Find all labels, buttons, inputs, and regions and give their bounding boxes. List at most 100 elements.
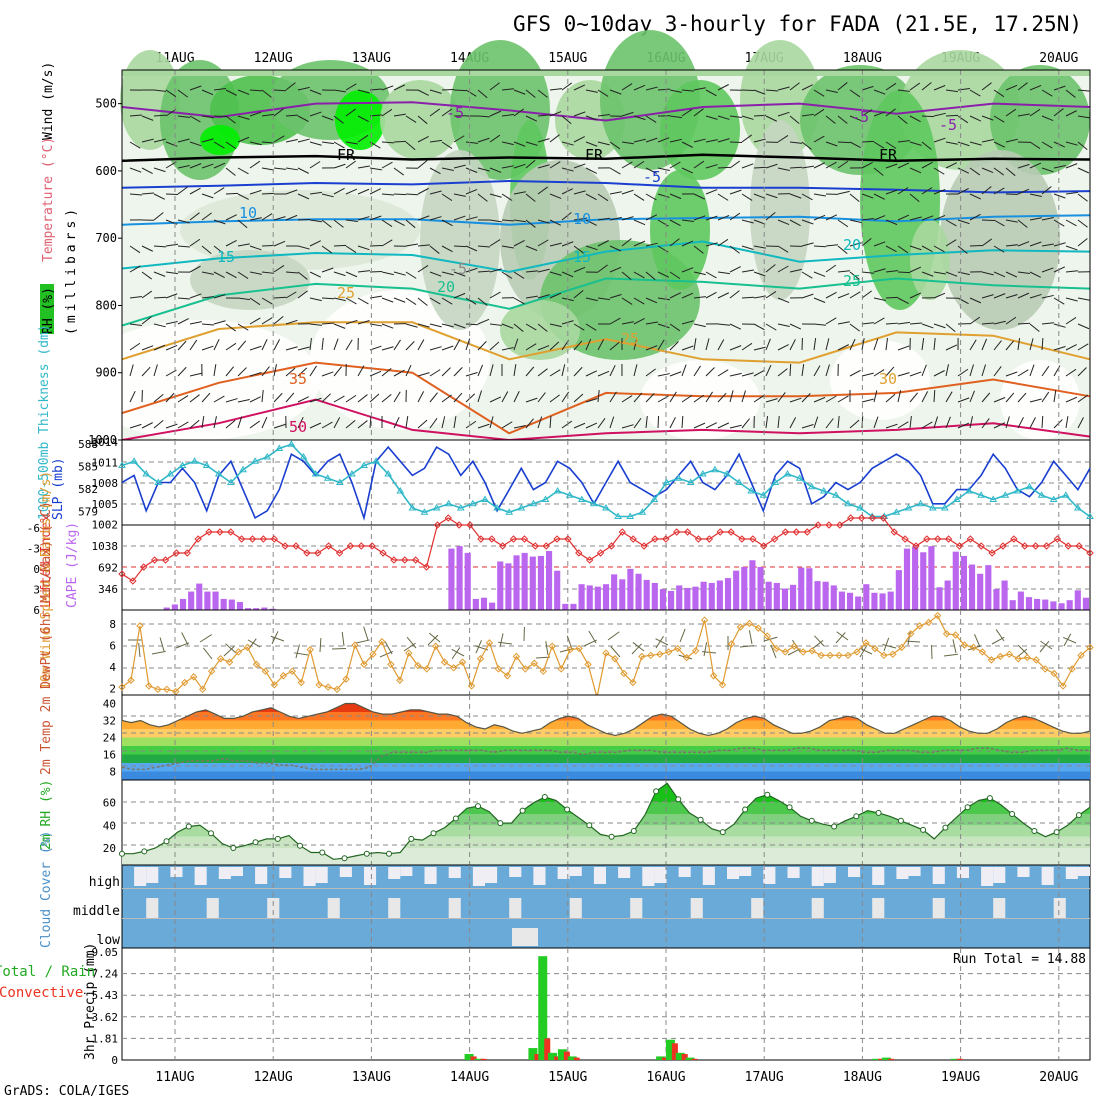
- wind-barb: [465, 188, 478, 195]
- millibars-label: (millibars): [64, 205, 79, 335]
- wind-barb: [885, 296, 899, 299]
- cape-bar: [806, 568, 813, 610]
- wind-barb: [213, 395, 225, 403]
- wind-barb: [501, 347, 514, 351]
- wind-barb: [129, 364, 134, 377]
- wind-barb: [885, 108, 896, 117]
- wind-barb: [837, 395, 849, 403]
- wind-barb: [381, 239, 393, 247]
- cloud-cell: [194, 867, 207, 885]
- wind-barb: [981, 338, 988, 351]
- wind-barb: [345, 339, 353, 351]
- wind-marker: [530, 659, 539, 667]
- wind-barb: [897, 140, 910, 143]
- wind-barb: [393, 297, 406, 303]
- wind-barb: [849, 369, 861, 377]
- cape-bar: [627, 568, 634, 610]
- wind-barb: [417, 265, 429, 273]
- wind-barb: [129, 265, 141, 273]
- wind-barb: [477, 167, 490, 172]
- wind-barb: [645, 297, 658, 304]
- wind-marker: [951, 631, 960, 639]
- cloud-cell: [811, 867, 824, 886]
- wind-barb: [825, 338, 830, 351]
- cloud-layer-label: low: [97, 933, 121, 948]
- wind-barb: [717, 369, 729, 377]
- wind-barb: [621, 271, 632, 281]
- wind-barb: [1041, 391, 1050, 403]
- cape-bar: [944, 580, 951, 610]
- wind-barb: [993, 89, 1005, 98]
- wind-barb: [573, 190, 586, 195]
- wind-barb: [273, 364, 277, 377]
- li-marker: [466, 521, 474, 529]
- wind-barb: [573, 340, 583, 351]
- ytick-label: 1000: [88, 433, 117, 447]
- wind-barb: [681, 240, 694, 247]
- li-marker: [890, 528, 898, 536]
- wind-barb: [969, 390, 975, 403]
- cape-bar: [1009, 600, 1016, 610]
- wind-barb: [465, 372, 478, 377]
- ytick-label: 1.81: [92, 1032, 119, 1045]
- wind-barb: [381, 346, 394, 351]
- wind-barb: [945, 391, 953, 403]
- wind-barb: [633, 317, 645, 325]
- thickness-marker: [481, 495, 489, 502]
- wind-barb: [705, 271, 717, 279]
- wind-barb: [753, 138, 766, 143]
- wind-barb: [1017, 241, 1030, 247]
- wind-barb: [513, 338, 519, 351]
- wind-barb: [441, 193, 453, 202]
- wind-barb: [825, 244, 838, 247]
- cloud-cell: [993, 867, 1006, 883]
- wind-barb: [933, 112, 946, 117]
- ytick-label: 20: [103, 842, 116, 855]
- wind-barb: [1029, 193, 1042, 197]
- wind-barb: [1029, 271, 1041, 278]
- wind-barb: [693, 323, 706, 328]
- wind-barb: [345, 394, 357, 403]
- wind-barb: [957, 422, 970, 429]
- wind-barb: [873, 111, 886, 117]
- wind-barb: [717, 193, 729, 201]
- wind-barb: [1065, 219, 1077, 227]
- wind-barb: [393, 339, 401, 351]
- ytick-label: -3: [27, 543, 40, 556]
- wind-barb: [333, 338, 339, 351]
- wind-barb: [225, 89, 237, 96]
- cape-bar: [521, 552, 528, 610]
- wind-barb: [441, 367, 451, 377]
- wind-barb: [981, 392, 991, 403]
- wind-barb: [381, 297, 394, 303]
- wind-barb: [477, 318, 490, 325]
- cape-bar: [912, 546, 919, 610]
- wind-barb: [453, 135, 465, 143]
- rh-shading: [335, 90, 385, 150]
- wind-barb: [369, 323, 382, 327]
- wind-barb: [1029, 162, 1042, 169]
- wind-barb: [897, 245, 909, 254]
- temp-label: 2m Temp 2m DewPt (6hr Min/Max) (°C): [39, 501, 54, 775]
- wind-barb: [501, 271, 513, 279]
- wind-barb: [907, 631, 911, 646]
- wind-barb: [969, 339, 977, 351]
- wind-barb: [285, 214, 298, 221]
- wind-marker: [718, 681, 727, 689]
- wind-barb: [885, 219, 898, 226]
- rh-marker: [786, 804, 793, 811]
- wind-barb: [285, 189, 298, 195]
- cloud-cell: [1017, 867, 1030, 877]
- wind-barb: [261, 366, 270, 377]
- wind-barb: [369, 88, 383, 91]
- wind-barb: [501, 88, 514, 91]
- wind-barb: [405, 243, 418, 247]
- wind-barb: [513, 163, 526, 169]
- wind-barb: [945, 323, 956, 332]
- wind-marker: [1041, 665, 1049, 673]
- wind-barb: [981, 271, 994, 276]
- wind-barb: [261, 390, 264, 403]
- precip-total-bar: [872, 1058, 882, 1060]
- wind-barb: [199, 634, 213, 643]
- wind-barb: [837, 321, 850, 325]
